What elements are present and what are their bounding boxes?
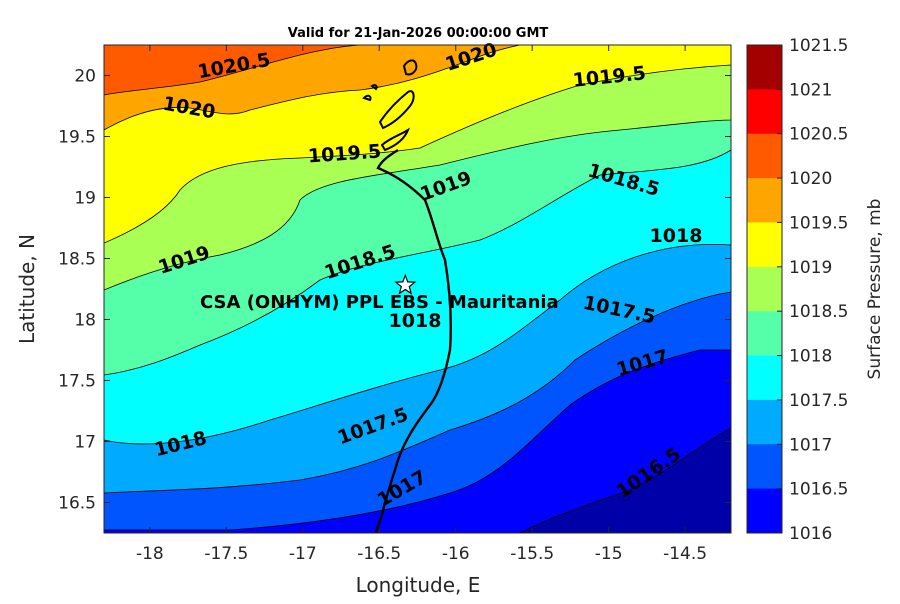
x-tick-label: -15 [595, 544, 623, 564]
colorbar-tick-label: 1020.5 [789, 125, 848, 145]
pressure-field [104, 45, 731, 533]
colorbar-swatch [747, 266, 782, 312]
y-tick-label: 18 [74, 311, 96, 331]
colorbar-swatch [747, 45, 782, 90]
y-tick-label: 17 [74, 433, 96, 453]
colorbar-swatch [747, 311, 782, 357]
x-tick-label: -16.5 [357, 544, 401, 564]
x-tick-label: -17.5 [204, 544, 248, 564]
y-tick-label: 16.5 [58, 494, 96, 514]
x-tick-label: -15.5 [510, 544, 554, 564]
x-tick-label: -14.5 [663, 544, 707, 564]
island-1 [380, 127, 411, 152]
y-tick-label: 18.5 [58, 250, 96, 270]
colorbar-swatch [747, 222, 782, 268]
site-star-icon [394, 273, 417, 295]
colorbar-tick-label: 1019.5 [789, 213, 848, 233]
y-tick-label: 19 [74, 189, 96, 209]
x-axis: -18 -17.5 -17 -16.5 -16 -15.5 -15 -14.5 [136, 45, 707, 564]
figure-title: Valid for 21-Jan-2026 00:00:00 GMT [288, 26, 549, 41]
island-4 [362, 94, 372, 102]
y-tick-label: 19.5 [58, 128, 96, 148]
contour-label: 1018 [389, 310, 442, 332]
colorbar-swatch [747, 133, 782, 179]
colorbar-swatch [747, 178, 782, 223]
y-axis-label: Latitude, N [15, 234, 39, 344]
island-2 [378, 90, 415, 130]
x-tick-label: -18 [136, 544, 164, 564]
colorbar-tick-label: 1018 [789, 347, 832, 367]
colorbar-tick-label: 1021.5 [789, 36, 848, 56]
island-5 [370, 84, 378, 91]
coastline [374, 148, 452, 533]
x-tick-label: -16 [442, 544, 470, 564]
colorbar-tick-label: 1017.5 [789, 391, 848, 411]
colorbar-tick-label: 1016 [789, 524, 832, 544]
colorbar-tick-label: 1016.5 [789, 480, 848, 500]
site-marker [394, 273, 417, 295]
x-axis-label: Longitude, E [356, 573, 481, 597]
colorbar-tick-label: 1017 [789, 435, 832, 455]
island-3 [402, 59, 418, 76]
colorbar-swatch [747, 399, 782, 445]
colorbar-tick-label: 1019 [789, 258, 832, 278]
colorbar-tick-label: 1018.5 [789, 302, 848, 322]
colorbar-swatch [747, 355, 782, 401]
plot-frame [103, 44, 732, 534]
colorbar-frame [746, 44, 783, 534]
colorbar-swatch [747, 89, 782, 135]
colorbar-swatch [747, 444, 782, 490]
band-1020-5 [104, 45, 361, 96]
contour-label: 1018 [650, 225, 703, 247]
y-tick-label: 17.5 [58, 372, 96, 392]
colorbar-tick-label: 1020 [789, 169, 832, 189]
contour-label: 1019.5 [307, 140, 382, 167]
y-axis: 20 19.5 19 18.5 18 17.5 17 16.5 [58, 67, 731, 514]
x-tick-label: -17 [289, 544, 317, 564]
colorbar: 1021.5 1021 1020.5 1020 1019.5 1019 1018.5 1018… [746, 36, 848, 544]
colorbar-label: Surface Pressure, mb [865, 199, 885, 380]
colorbar-tick-label: 1021 [789, 80, 832, 100]
colorbar-swatch [747, 488, 782, 534]
y-tick-label: 20 [74, 67, 96, 87]
site-label: CSA (ONHYM) PPL EBS - Mauritania [200, 292, 559, 313]
